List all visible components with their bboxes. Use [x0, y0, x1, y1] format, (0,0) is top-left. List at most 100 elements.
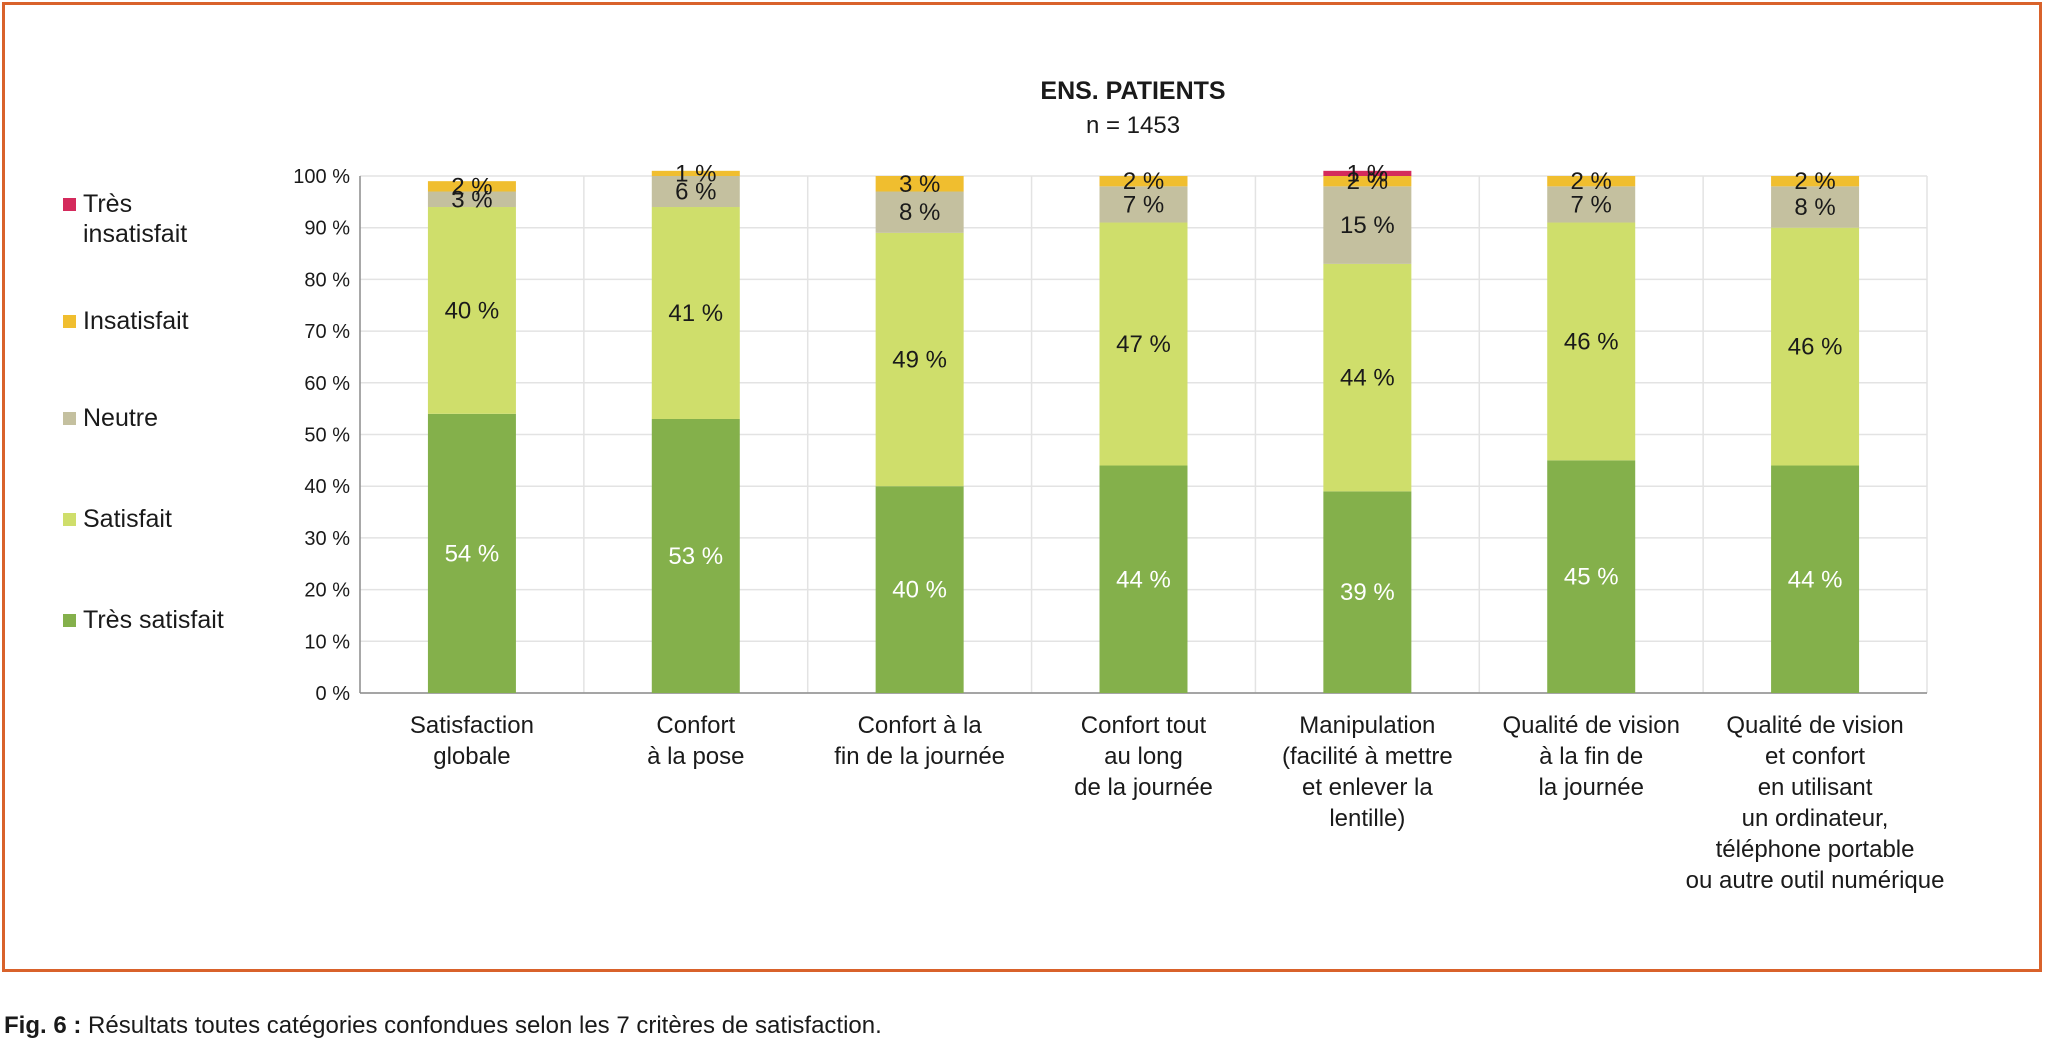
data-label: 41 % [668, 300, 723, 327]
category-label: (facilité à mettre [1282, 743, 1453, 770]
data-label: 2 % [1347, 168, 1388, 195]
bar-segment [1547, 222, 1636, 461]
data-label: 8 % [1794, 194, 1835, 221]
category-label: téléphone portable [1716, 836, 1915, 863]
legend-label: Insatisfait [83, 307, 189, 335]
data-label: 2 % [451, 173, 492, 200]
category-label: la journée [1539, 774, 1644, 801]
chart-subtitle: n = 1453 [1086, 112, 1180, 139]
bar-segment [1547, 186, 1636, 223]
data-label: 2 % [1571, 168, 1612, 195]
category-label: de la journée [1074, 774, 1213, 801]
bar-segment [1323, 170, 1412, 176]
y-tick-label: 50 % [304, 425, 350, 447]
data-label: 2 % [1123, 168, 1164, 195]
data-label: 15 % [1340, 212, 1395, 239]
caption-text: Résultats toutes catégories confondues s… [88, 1012, 882, 1039]
data-label: 1 % [1347, 160, 1388, 187]
bar-segment [651, 170, 740, 176]
data-label: 54 % [445, 540, 500, 567]
legend-label: Très [83, 190, 132, 218]
data-label: 53 % [668, 543, 723, 570]
bar-segment [1323, 263, 1412, 492]
legend-label: insatisfait [83, 220, 187, 248]
caption-prefix: Fig. 6 : [4, 1012, 82, 1039]
category-label: et confort [1765, 743, 1865, 770]
category-label: globale [433, 743, 510, 770]
bar-segment [1771, 465, 1860, 693]
data-label: 7 % [1571, 191, 1612, 218]
bar-segment [427, 413, 516, 693]
category-label: un ordinateur, [1742, 805, 1889, 832]
y-tick-label: 20 % [304, 580, 350, 602]
bar-segment [1771, 186, 1860, 228]
category-label: ou autre outil numérique [1686, 867, 1945, 894]
legend-swatch [63, 614, 76, 627]
category-label: Manipulation [1299, 712, 1435, 739]
y-tick-label: 30 % [304, 528, 350, 550]
y-tick-label: 40 % [304, 476, 350, 498]
bar-segment [1547, 176, 1636, 187]
category-label: Qualité de vision [1502, 712, 1679, 739]
data-label: 3 % [451, 186, 492, 213]
data-label: 44 % [1116, 566, 1171, 593]
data-label: 3 % [899, 171, 940, 198]
category-label: au long [1104, 743, 1183, 770]
category-label: à la pose [647, 743, 744, 770]
bar-segment [1099, 176, 1188, 187]
bar-segment [651, 176, 740, 208]
data-label: 40 % [445, 297, 500, 324]
y-tick-label: 90 % [304, 218, 350, 240]
legend-swatch [63, 513, 76, 526]
y-tick-label: 100 % [293, 166, 350, 188]
data-labels: 54 %40 %3 %2 %53 %41 %6 %1 %40 %49 %8 %3… [445, 160, 1843, 606]
data-label: 45 % [1564, 564, 1619, 591]
y-tick-label: 80 % [304, 269, 350, 291]
data-label: 44 % [1788, 566, 1843, 593]
legend-label: Très satisfait [83, 606, 224, 634]
bar-segment [1323, 176, 1412, 187]
bar-segment [1323, 186, 1412, 264]
y-tick-label: 10 % [304, 631, 350, 653]
bar-segment [427, 181, 516, 192]
bar-segment [875, 232, 964, 487]
data-label: 2 % [1794, 168, 1835, 195]
data-label: 39 % [1340, 579, 1395, 606]
category-label: Confort à la [858, 712, 983, 739]
figure-caption: Fig. 6 : Résultats toutes catégories con… [4, 1012, 882, 1040]
bar-segment [1099, 222, 1188, 466]
category-label: lentille) [1329, 805, 1405, 832]
legend-label: Satisfait [83, 505, 172, 533]
category-label: Qualité de vision [1726, 712, 1903, 739]
bar-segment [1547, 460, 1636, 693]
legend-swatch [63, 198, 76, 211]
legend-swatch [63, 315, 76, 328]
data-label: 1 % [675, 160, 716, 187]
bar-segment [875, 176, 964, 192]
legend-swatch [63, 412, 76, 425]
data-label: 40 % [892, 577, 947, 604]
bar-segment [1099, 186, 1188, 223]
data-label: 6 % [675, 179, 716, 206]
bar-segment [1099, 465, 1188, 693]
data-label: 46 % [1564, 328, 1619, 355]
chart-title: ENS. PATIENTS [1040, 77, 1225, 105]
bar-segment [427, 207, 516, 414]
chart-frame: ENS. PATIENTS n = 1453 0 % 10 % 20 % 30 % 40… [2, 2, 2042, 972]
bar-segment [875, 191, 964, 233]
stacked-bar-chart: ENS. PATIENTS n = 1453 0 % 10 % 20 % 30 % 40… [63, 77, 1945, 894]
category-label: Satisfaction [410, 712, 534, 739]
bar-segment [1771, 227, 1860, 466]
y-tick-label: 0 % [316, 683, 351, 705]
bar-segment [427, 191, 516, 208]
y-tick-label: 60 % [304, 373, 350, 395]
bar-segment [875, 486, 964, 693]
data-label: 49 % [892, 347, 947, 374]
category-label: à la fin de [1539, 743, 1643, 770]
data-label: 47 % [1116, 331, 1171, 358]
category-label: Confort tout [1081, 712, 1207, 739]
bar-segment [1771, 176, 1860, 187]
bar-segment [1323, 491, 1412, 693]
data-label: 8 % [899, 199, 940, 226]
